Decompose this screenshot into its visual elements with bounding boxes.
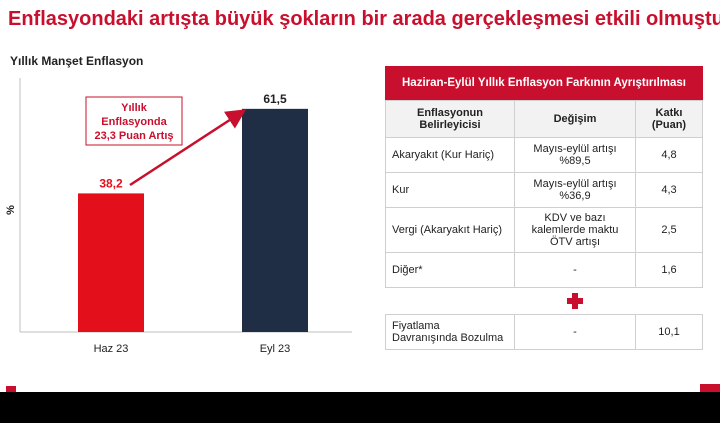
header-factor: Enflasyonun Belirleyicisi [385,100,515,138]
extra-row-change: - [514,314,636,350]
table-row: Kur Mayıs-eylül artışı %36,9 4,3 [385,172,703,208]
header-contribution: Katkı (Puan) [635,100,703,138]
bar-value-label: 38,2 [99,176,123,190]
extra-row-contribution: 10,1 [635,314,703,350]
row-change: - [514,252,636,288]
x-tick-label: Haz 23 [94,343,129,355]
row-contribution: 4,3 [635,172,703,208]
annotation-box [85,96,183,146]
bar-eyl-23 [242,108,308,332]
decomposition-table: Haziran-Eylül Yıllık Enflasyon Farkının … [385,66,703,350]
extra-row-factor: Fiyatlama Davranışında Bozulma [385,314,515,350]
chart-title: Yıllık Manşet Enflasyon [10,54,144,68]
page-title: Enflasyondaki artışta büyük şokların bir… [8,8,720,30]
row-contribution: 2,5 [635,207,703,253]
x-tick-label: Eyl 23 [260,343,291,355]
annotation-line-2: Enflasyonda [101,116,167,128]
row-contribution: 1,6 [635,252,703,288]
row-contribution: 4,8 [635,137,703,173]
row-factor: Kur [385,172,515,208]
increase-arrow [129,109,247,187]
annotation-line-1: Yıllık [121,102,148,114]
inflation-bar-chart: % 38,2 Haz 23 61,5 Eyl 23 Yıllık Enflasyond… [5,78,352,355]
plus-icon [567,293,583,309]
row-change: Mayıs-eylül artışı %36,9 [514,172,636,208]
annotation-line-3: 23,3 Puan Artış [94,130,173,142]
table-title: Haziran-Eylül Yıllık Enflasyon Farkının … [385,66,703,100]
plus-separator-row [386,288,703,315]
header-change: Değişim [514,100,636,138]
table-row: Akaryakıt (Kur Hariç) Mayıs-eylül artışı… [385,137,703,173]
row-factor: Vergi (Akaryakıt Hariç) [385,207,515,253]
row-factor: Akaryakıt (Kur Hariç) [385,137,515,173]
footer-bar [0,392,720,423]
row-factor: Diğer* [385,252,515,288]
row-change: KDV ve bazı kalemlerde maktu ÖTV artışı [514,207,636,253]
footer-corner-mark [700,384,720,392]
y-axis-label: % [5,205,17,215]
footer-logo-mark [6,386,16,392]
table-row: Vergi (Akaryakıt Hariç) KDV ve bazı kale… [385,207,703,253]
table-row: Diğer* - 1,6 [385,252,703,288]
row-change: Mayıs-eylül artışı %89,5 [514,137,636,173]
bar-haz-23 [78,193,144,332]
table-row: Fiyatlama Davranışında Bozulma - 10,1 [385,314,703,350]
bar-value-label: 61,5 [263,92,287,106]
